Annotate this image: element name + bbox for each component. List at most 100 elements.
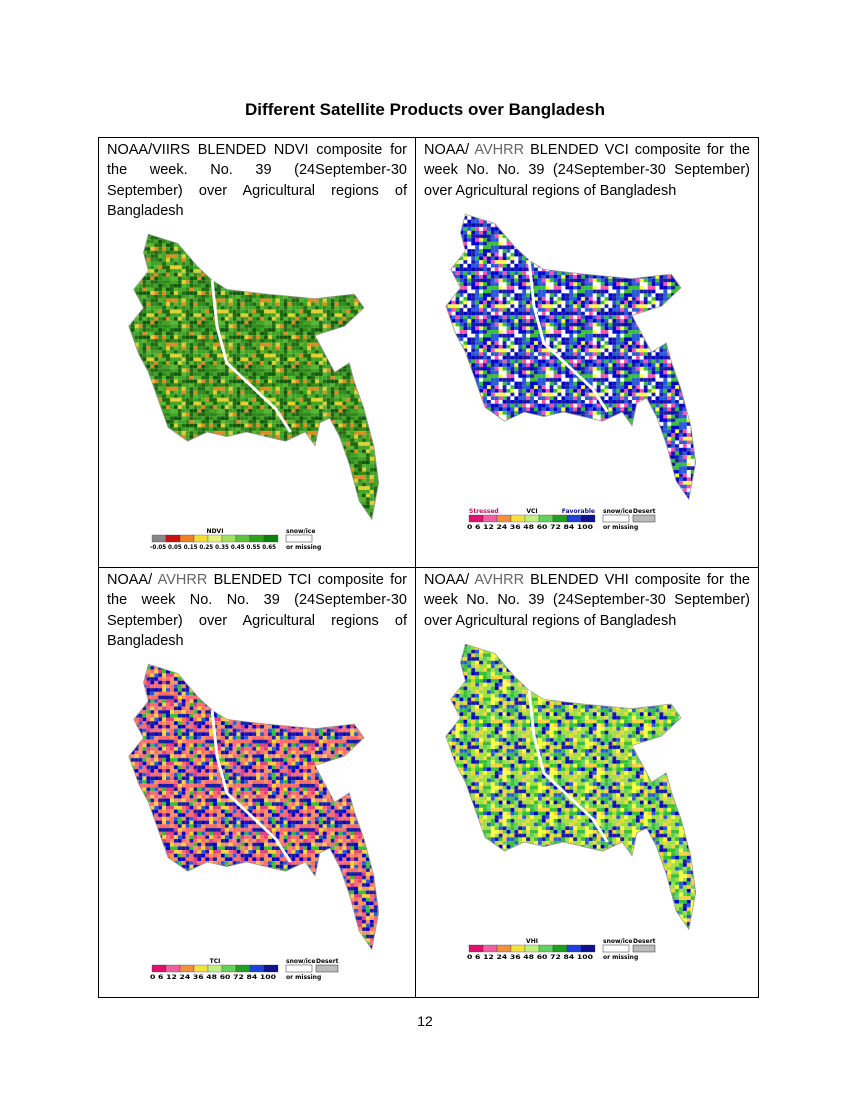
legend-label: Desert bbox=[633, 508, 656, 515]
legend-swatch bbox=[566, 944, 582, 953]
legend-swatch bbox=[263, 965, 279, 973]
legend-swatch bbox=[285, 965, 313, 973]
caption-text: AVHRR bbox=[474, 142, 525, 158]
legend-swatch bbox=[179, 965, 195, 973]
legend-swatch bbox=[235, 535, 251, 543]
legend-swatch bbox=[221, 965, 237, 973]
legend-swatch bbox=[510, 944, 526, 953]
legend-ticks: 0 6 12 24 36 48 60 72 84 100 bbox=[467, 954, 593, 961]
caption-text: AVHRR bbox=[157, 572, 208, 589]
legend-swatch bbox=[207, 535, 223, 543]
caption-text: NOAA/VIIRS BLENDED NDVI composite for th… bbox=[107, 142, 407, 219]
river bbox=[210, 710, 292, 864]
river bbox=[527, 690, 609, 843]
legend-swatch bbox=[524, 514, 540, 523]
country bbox=[128, 664, 380, 951]
legend-swatch bbox=[632, 514, 656, 523]
caption: NOAA/ AVHRR BLENDED VHI composite for th… bbox=[424, 570, 750, 631]
legend-swatch bbox=[193, 535, 209, 543]
legend-swatch bbox=[552, 514, 568, 523]
map-shape bbox=[445, 213, 697, 501]
caption-text: AVHRR bbox=[474, 572, 525, 589]
legend-swatch bbox=[566, 514, 582, 523]
caption-text: BLENDED TCI composite for the week No. N… bbox=[107, 572, 407, 650]
legend-swatch bbox=[179, 535, 195, 543]
legend-swatch bbox=[285, 534, 313, 543]
legend-label: Desert bbox=[316, 958, 339, 965]
legend-swatch bbox=[510, 514, 526, 523]
river bbox=[527, 259, 609, 413]
caption: NOAA/ AVHRR BLENDED VCI composite for th… bbox=[424, 140, 750, 201]
legend-swatch bbox=[580, 514, 596, 523]
map: TCI 0 6 12 24 36 48 60 72 84 100 snow/ice o… bbox=[128, 664, 380, 981]
legend-label: Desert bbox=[633, 938, 656, 945]
legend-ticks: -0.05 0.05 0.15 0.25 0.35 0.45 0.55 0.65 bbox=[150, 544, 276, 551]
legend-swatch bbox=[552, 944, 568, 953]
legend-swatch bbox=[538, 944, 554, 953]
caption-text: NOAA/ bbox=[424, 142, 475, 158]
legend-title: VHI bbox=[526, 938, 538, 945]
country bbox=[445, 643, 697, 931]
legend-swatch bbox=[315, 965, 339, 973]
legend-swatch bbox=[193, 965, 209, 973]
legend-swatch bbox=[165, 965, 181, 973]
legend-swatch bbox=[263, 535, 279, 543]
legend-label: or missing bbox=[603, 954, 638, 961]
legend-title: TCI bbox=[210, 958, 221, 965]
legend-label: snow/ice bbox=[603, 938, 632, 945]
legend-label: snow/ice bbox=[286, 528, 315, 535]
legend-title: VCI bbox=[526, 508, 537, 515]
legend-ticks: 0 6 12 24 36 48 60 72 84 100 bbox=[150, 974, 276, 981]
map-shape bbox=[128, 233, 380, 521]
map-shape bbox=[128, 664, 380, 951]
legend-swatch bbox=[468, 944, 484, 953]
map: VHI 0 6 12 24 36 48 60 72 84 100 snow/ice o… bbox=[445, 643, 697, 961]
legend-label: or missing bbox=[286, 544, 321, 551]
legend-swatch bbox=[235, 965, 251, 973]
legend-swatch bbox=[249, 535, 265, 543]
cell: NOAA/ AVHRR BLENDED VCI composite for th… bbox=[415, 136, 759, 569]
legend-title: NDVI bbox=[207, 528, 224, 535]
legend-swatch bbox=[496, 514, 512, 523]
caption-text: NOAA/ bbox=[107, 572, 158, 589]
legend-label: or missing bbox=[286, 974, 321, 981]
legend-swatch bbox=[602, 944, 630, 953]
legend-swatch bbox=[482, 514, 498, 523]
legend-swatch bbox=[538, 514, 554, 523]
caption-text: NOAA/ bbox=[424, 572, 475, 589]
legend-swatch bbox=[221, 535, 237, 543]
product-table: NOAA/VIIRS BLENDED NDVI composite for th… bbox=[98, 136, 759, 999]
cell: NOAA/VIIRS BLENDED NDVI composite for th… bbox=[98, 136, 416, 569]
legend-label: or missing bbox=[603, 524, 638, 531]
legend-swatch bbox=[207, 965, 223, 973]
legend-swatch bbox=[482, 944, 498, 953]
page-title: Different Satellite Products over Bangla… bbox=[245, 100, 605, 119]
cell: NOAA/ AVHRR BLENDED TCI composite for th… bbox=[98, 567, 416, 999]
legend-swatch bbox=[632, 944, 656, 953]
legend-swatch bbox=[468, 514, 484, 523]
caption-text: BLENDED VCI composite for the week No. N… bbox=[424, 142, 750, 199]
caption-text: BLENDED VHI composite for the week No. N… bbox=[424, 572, 750, 629]
legend-ticks: 0 6 12 24 36 48 60 72 84 100 bbox=[467, 524, 593, 531]
map: Stressed VCI Favorable 0 6 12 24 36 48 60 7… bbox=[445, 213, 697, 531]
caption: NOAA/VIIRS BLENDED NDVI composite for th… bbox=[107, 140, 407, 221]
legend-label: Favorable bbox=[562, 508, 595, 515]
country bbox=[445, 213, 697, 501]
legend-label: snow/ice bbox=[603, 508, 632, 515]
caption: NOAA/ AVHRR BLENDED TCI composite for th… bbox=[107, 570, 407, 651]
legend-swatch bbox=[151, 965, 167, 973]
legend-label: snow/ice bbox=[286, 958, 315, 965]
cell: NOAA/ AVHRR BLENDED VHI composite for th… bbox=[415, 567, 759, 999]
map-shape bbox=[445, 643, 697, 931]
map: NDVI -0.05 0.05 0.15 0.25 0.35 0.45 0.55 … bbox=[128, 233, 380, 551]
legend-swatch bbox=[524, 944, 540, 953]
country bbox=[128, 233, 380, 521]
page-number: 12 bbox=[417, 1013, 433, 1029]
legend-swatch bbox=[602, 514, 630, 523]
river bbox=[210, 280, 292, 433]
legend-swatch bbox=[496, 944, 512, 953]
legend-swatch bbox=[580, 944, 596, 953]
legend-swatch bbox=[151, 535, 167, 543]
legend-label: Stressed bbox=[469, 508, 499, 515]
